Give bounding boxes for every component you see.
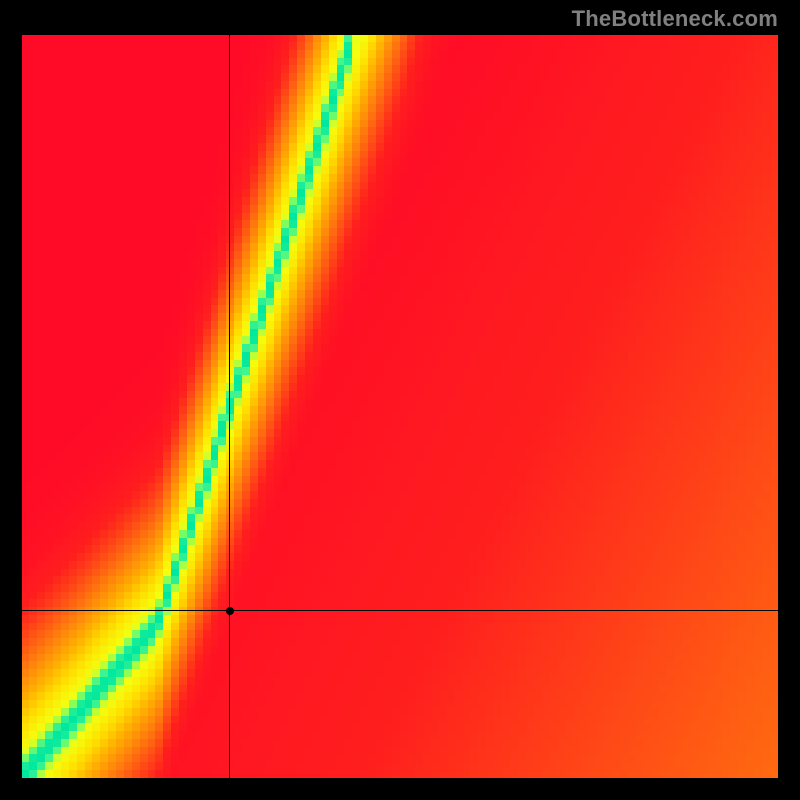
chart-container: TheBottleneck.com (0, 0, 800, 800)
marker-dot (226, 607, 234, 615)
heatmap-canvas (22, 35, 778, 778)
crosshair-horizontal (22, 610, 778, 611)
watermark-text: TheBottleneck.com (572, 6, 778, 32)
heatmap-plot (22, 35, 778, 778)
crosshair-vertical (229, 35, 230, 778)
